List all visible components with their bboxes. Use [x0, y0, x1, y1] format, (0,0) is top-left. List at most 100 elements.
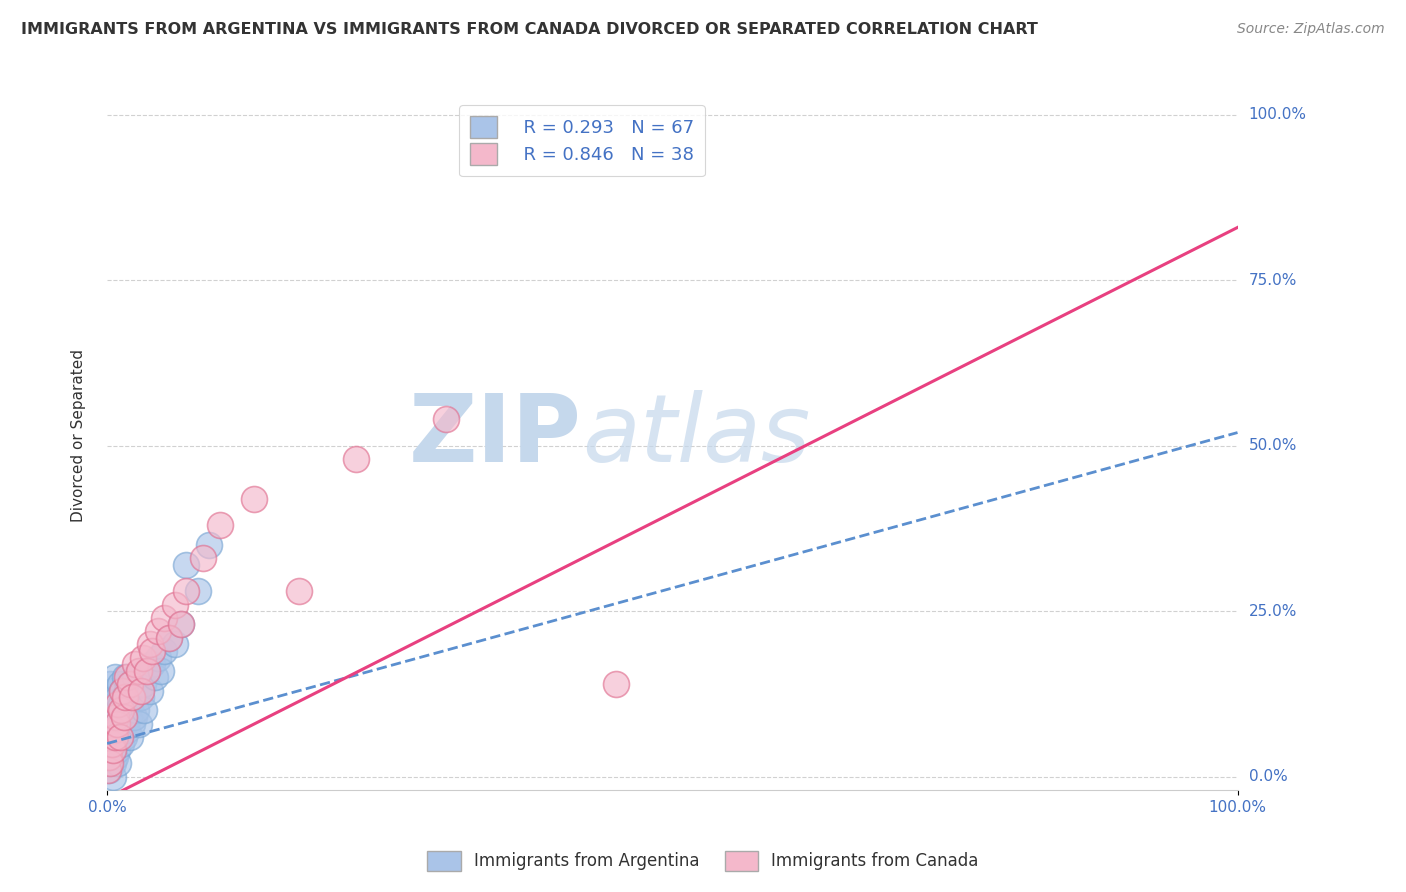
Point: [110, 697, 132, 711]
Point: [105, 716, 128, 731]
Point: [150, 664, 173, 678]
Point: [100, 710, 122, 724]
Point: [120, 677, 142, 691]
Point: [97, 763, 120, 777]
Point: [110, 703, 132, 717]
Point: [146, 650, 169, 665]
Point: [124, 670, 146, 684]
Point: [111, 683, 134, 698]
Point: [169, 617, 191, 632]
Point: [243, 491, 266, 506]
Point: [157, 631, 180, 645]
Point: [163, 598, 186, 612]
Point: [111, 723, 134, 738]
Point: [107, 723, 129, 738]
Point: [209, 518, 232, 533]
Point: [101, 770, 124, 784]
Point: [103, 737, 125, 751]
Point: [104, 749, 127, 764]
Point: [117, 683, 139, 698]
Point: [198, 538, 221, 552]
Point: [111, 710, 134, 724]
Point: [100, 749, 122, 764]
Point: [98, 763, 121, 777]
Point: [104, 710, 127, 724]
Point: [141, 644, 163, 658]
Point: [344, 452, 367, 467]
Point: [104, 730, 127, 744]
Point: [115, 703, 138, 717]
Point: [110, 737, 132, 751]
Point: [103, 723, 125, 738]
Point: [97, 716, 120, 731]
Point: [134, 703, 156, 717]
Point: [100, 743, 122, 757]
Point: [127, 683, 149, 698]
Point: [108, 730, 131, 744]
Point: [163, 637, 186, 651]
Point: [105, 710, 128, 724]
Point: [100, 723, 122, 738]
Text: 25.0%: 25.0%: [1249, 604, 1296, 619]
Point: [101, 716, 124, 731]
Point: [141, 657, 163, 672]
Text: 50.0%: 50.0%: [1249, 438, 1296, 453]
Point: [98, 730, 121, 744]
Point: [129, 690, 152, 705]
Point: [97, 756, 120, 771]
Point: [100, 677, 122, 691]
Point: [128, 716, 150, 731]
Point: [114, 716, 136, 731]
Point: [605, 677, 627, 691]
Text: Source: ZipAtlas.com: Source: ZipAtlas.com: [1237, 22, 1385, 37]
Point: [111, 683, 134, 698]
Point: [124, 657, 146, 672]
Point: [114, 670, 136, 684]
Point: [128, 664, 150, 678]
Point: [152, 644, 174, 658]
Point: [104, 670, 127, 684]
Point: [114, 690, 136, 705]
Point: [101, 756, 124, 771]
Point: [108, 677, 131, 691]
Point: [98, 749, 121, 764]
Point: [107, 690, 129, 705]
Legend:   R = 0.293   N = 67,   R = 0.846   N = 38: R = 0.293 N = 67, R = 0.846 N = 38: [460, 105, 704, 177]
Point: [100, 756, 122, 771]
Point: [434, 412, 457, 426]
Point: [135, 664, 157, 678]
Text: 75.0%: 75.0%: [1249, 273, 1296, 288]
Point: [105, 697, 128, 711]
Point: [100, 690, 122, 705]
Point: [125, 703, 148, 717]
Point: [132, 677, 155, 691]
Y-axis label: Divorced or Separated: Divorced or Separated: [72, 350, 86, 523]
Point: [146, 624, 169, 638]
Point: [117, 723, 139, 738]
Point: [152, 611, 174, 625]
Point: [118, 677, 141, 691]
Point: [105, 730, 128, 744]
Text: ZIP: ZIP: [409, 390, 582, 482]
Point: [118, 730, 141, 744]
Point: [122, 690, 145, 705]
Point: [112, 730, 135, 744]
Point: [143, 670, 166, 684]
Point: [107, 756, 129, 771]
Point: [108, 716, 131, 731]
Point: [107, 697, 129, 711]
Point: [191, 551, 214, 566]
Point: [105, 703, 128, 717]
Point: [103, 703, 125, 717]
Point: [121, 716, 143, 731]
Point: [112, 690, 135, 705]
Point: [101, 743, 124, 757]
Point: [100, 737, 122, 751]
Point: [139, 637, 162, 651]
Point: [135, 664, 157, 678]
Point: [118, 697, 141, 711]
Point: [174, 584, 197, 599]
Point: [288, 584, 311, 599]
Legend: Immigrants from Argentina, Immigrants from Canada: Immigrants from Argentina, Immigrants fr…: [419, 842, 987, 880]
Point: [174, 558, 197, 572]
